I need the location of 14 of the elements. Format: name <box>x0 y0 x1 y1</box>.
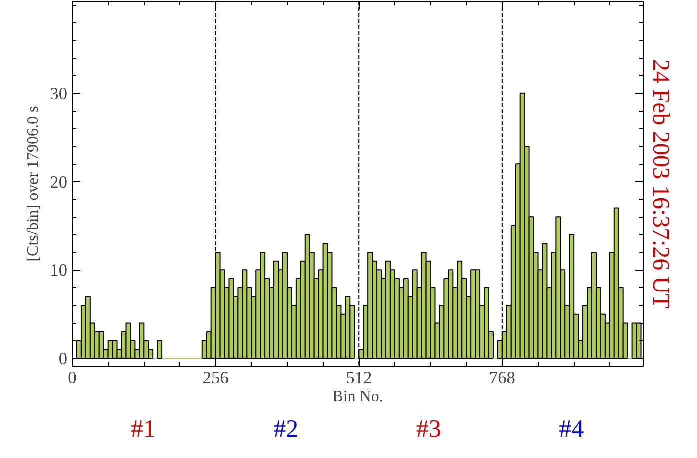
x-tick-label: 768 <box>489 368 516 388</box>
x-axis-title: Bin No. <box>332 388 384 406</box>
y-tick-label: 0 <box>58 350 68 369</box>
text: 24 Feb 2003 16:37:26 UT <box>648 59 674 310</box>
x-tick-label: 512 <box>346 368 372 388</box>
y-axis-title: [Cts/bin] over 17906.0 s <box>25 106 42 262</box>
x-tick-label: 256 <box>202 368 230 388</box>
text: #1 <box>130 415 157 445</box>
y-tick-label: 20 <box>50 172 68 192</box>
text: #2 <box>272 415 300 445</box>
y-tick-label: 10 <box>50 261 68 280</box>
y-tick-label: 30 <box>50 84 68 104</box>
text: #4 <box>558 415 586 445</box>
text: #3 <box>415 415 442 445</box>
